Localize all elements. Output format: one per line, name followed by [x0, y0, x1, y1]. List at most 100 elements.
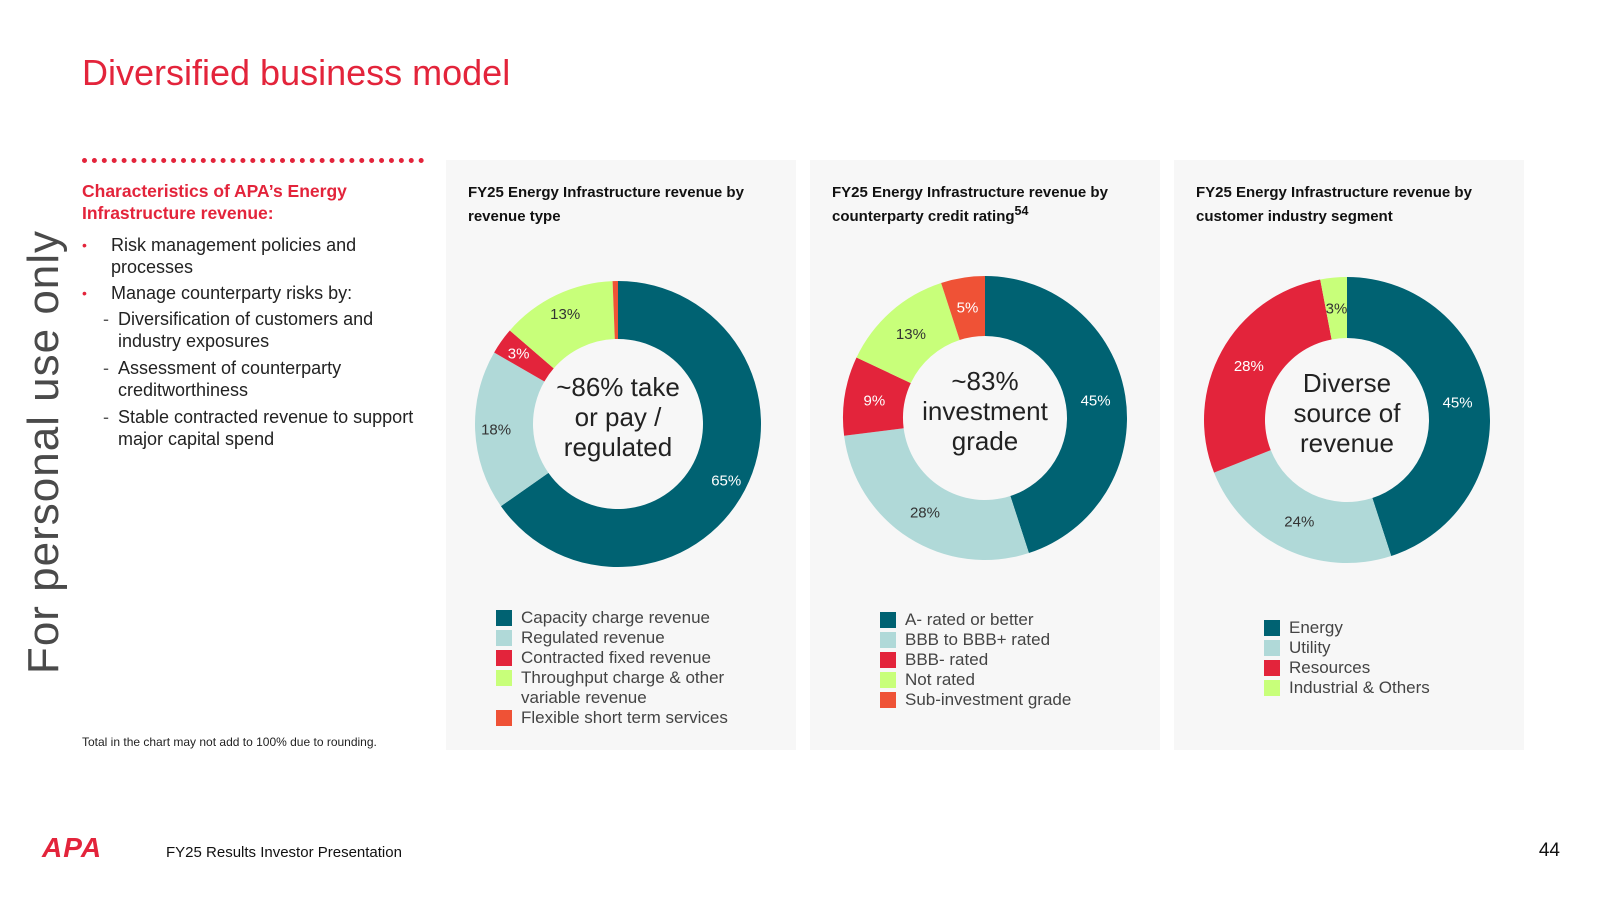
legend-label: Flexible short term services	[521, 708, 728, 727]
sub-bullet-stable-revenue: Stable contracted revenue to support maj…	[98, 406, 422, 450]
slice-label: 28%	[1234, 358, 1264, 375]
legend-swatch	[496, 630, 512, 646]
bullet-text: Manage counterparty risks by:	[111, 283, 353, 303]
sub-bullet-assessment: Assessment of counterparty creditworthin…	[98, 357, 422, 401]
center-line: investment	[922, 396, 1048, 426]
chart-title: FY25 Energy Infrastructure revenue by cu…	[1196, 184, 1516, 226]
slice-label: 13%	[896, 326, 926, 343]
legend-item: Industrial & Others	[1264, 678, 1430, 698]
characteristics-heading: Characteristics of APA’s Energy Infrastr…	[82, 181, 347, 223]
sub-bullet-list: Diversification of customers and industr…	[103, 308, 422, 450]
center-line: regulated	[563, 432, 673, 462]
legend-item: Utility	[1264, 638, 1430, 658]
legend-swatch	[1264, 680, 1280, 696]
donut-slice-regulated-revenue	[475, 352, 549, 507]
chart-panel-revenue-type: FY25 Energy Infrastructure revenue by re…	[446, 160, 796, 750]
chart-title-text: FY25 Energy Infrastructure revenue by co…	[832, 184, 1108, 225]
legend-swatch	[496, 650, 512, 666]
sub-bullet-diversification: Diversification of customers and industr…	[98, 308, 422, 352]
donut-center-text: ~83% investment grade	[905, 366, 1065, 456]
legend-item: Contracted fixed revenue	[496, 648, 728, 668]
legend-swatch	[1264, 640, 1280, 656]
chart-panel-credit-rating: FY25 Energy Infrastructure revenue by co…	[810, 160, 1160, 750]
legend-label: Throughput charge & other	[521, 668, 725, 687]
slice-label: 65%	[711, 472, 741, 489]
legend-item: Regulated revenue	[496, 628, 728, 648]
legend-label: BBB- rated	[905, 650, 989, 669]
chart-panel-industry-segment: FY25 Energy Infrastructure revenue by cu…	[1174, 160, 1524, 750]
slice-label: 3%	[1326, 300, 1348, 317]
slice-label: 45%	[1081, 392, 1111, 409]
legend-label: Not rated	[905, 670, 975, 689]
legend-label: A- rated or better	[905, 610, 1034, 629]
slice-label: 5%	[957, 299, 979, 316]
legend-swatch	[880, 652, 896, 668]
slice-label: 9%	[864, 392, 886, 409]
chart-title-text: FY25 Energy Infrastructure revenue by cu…	[1196, 184, 1472, 225]
center-line: revenue	[1300, 428, 1394, 458]
donut-slice-bbb-to-bbb-rated	[844, 428, 1029, 560]
chart-title: FY25 Energy Infrastructure revenue by co…	[832, 184, 1152, 226]
donut-chart: 45% 28% 9% 13% 5%	[843, 276, 1127, 560]
center-line: ~86% take	[556, 372, 680, 402]
donut-slice-utility	[1214, 450, 1392, 563]
legend-label: Energy	[1289, 618, 1343, 637]
slice-label: 28%	[910, 505, 940, 522]
page-number: 44	[1538, 840, 1560, 861]
legend-item: Capacity charge revenue	[496, 608, 728, 628]
legend-label: Contracted fixed revenue	[521, 648, 711, 667]
donut-slice-a-rated-or-better	[985, 276, 1127, 554]
legend-label: BBB to BBB+ rated	[905, 630, 1051, 649]
donut-center-text: Diverse source of revenue	[1267, 368, 1427, 458]
legend-item: Throughput charge & other variable revenu…	[496, 668, 728, 708]
donut-slice-capacity-charge-revenue	[500, 281, 761, 567]
donut-center-text: ~86% take or pay / regulated	[538, 372, 698, 462]
legend-swatch	[880, 672, 896, 688]
donut-slice-industrial-others	[1320, 277, 1347, 340]
donut-slice-bbb-rated	[843, 357, 911, 436]
slice-label: 45%	[1443, 394, 1473, 411]
legend-swatch	[496, 670, 512, 686]
donut-slice-throughput-charge-other-variable-revenue	[509, 281, 615, 369]
chart-title-text: FY25 Energy Infrastructure revenue by re…	[468, 184, 744, 225]
bullet-risk-management: Risk management policies and processes	[82, 234, 422, 278]
chart-legend: A- rated or better BBB to BBB+ rated BBB- …	[880, 610, 1071, 710]
page-title: Diversified business model	[82, 52, 511, 93]
chart-title-sup: 54	[1014, 204, 1029, 218]
slice-label: 24%	[1284, 513, 1314, 530]
legend-label: Capacity charge revenue	[521, 608, 711, 627]
legend-item: Resources	[1264, 658, 1430, 678]
legend-item: Flexible short term services	[496, 708, 728, 728]
donut-slice-energy	[1347, 277, 1490, 557]
center-line: Diverse	[1302, 368, 1392, 398]
legend-item: Sub-investment grade	[880, 690, 1071, 710]
donut-slice-contracted-fixed-revenue	[494, 330, 554, 382]
chart-title: FY25 Energy Infrastructure revenue by re…	[468, 184, 788, 226]
legend-label: variable revenue	[521, 688, 647, 707]
legend-item: BBB- rated	[880, 650, 1071, 670]
legend-swatch	[496, 710, 512, 726]
apa-logo: APA	[42, 832, 103, 863]
chart-legend: Capacity charge revenue Regulated revenue…	[496, 608, 728, 728]
center-line: or pay /	[574, 402, 662, 432]
bullet-counterparty-risks: Manage counterparty risks by: Diversific…	[82, 282, 422, 450]
donut-slice-flexible-short-term-services	[612, 281, 618, 340]
chart-legend: Energy Utility Resources Industrial & Other…	[1264, 618, 1430, 698]
center-line: source of	[1293, 398, 1401, 428]
legend-label: Resources	[1289, 658, 1371, 677]
legend-swatch	[496, 610, 512, 626]
legend-swatch	[880, 612, 896, 628]
legend-item: Not rated	[880, 670, 1071, 690]
donut-chart: 65% 18% 3% 13%	[475, 281, 761, 567]
legend-label: Sub-investment grade	[905, 690, 1072, 709]
watermark-text: For personal use only	[19, 229, 68, 675]
watermark: For personal use only	[14, 0, 74, 901]
dotted-divider	[82, 158, 424, 163]
center-line: ~83%	[951, 366, 1019, 396]
legend-item: A- rated or better	[880, 610, 1071, 630]
legend-swatch	[1264, 660, 1280, 676]
footer-presentation-title: FY25 Results Investor Presentation	[166, 844, 402, 861]
legend-swatch	[880, 632, 896, 648]
slice-label: 13%	[550, 306, 580, 323]
bullet-text: Risk management policies and processes	[111, 235, 357, 277]
